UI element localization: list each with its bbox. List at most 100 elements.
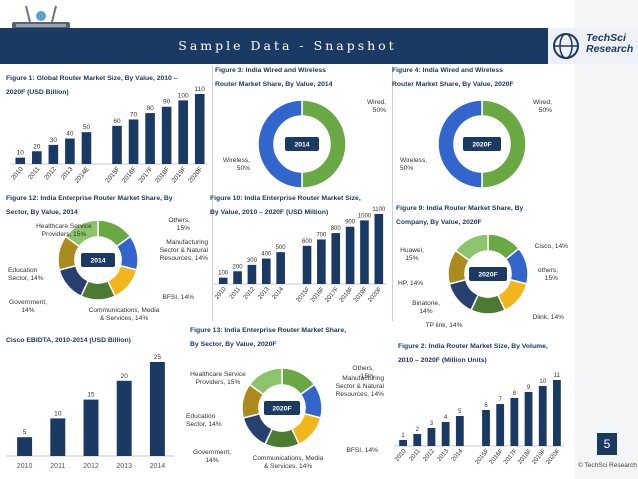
fig10-tick-label: 2014 (271, 285, 286, 300)
fig2-tick-label: 2019F (531, 448, 548, 466)
fig2-tick-label: 2011 (408, 447, 422, 462)
copyright-text: © TechSci Research (578, 462, 637, 469)
fig12-slice-label: Government, (9, 299, 47, 306)
fig1-bar (128, 119, 139, 164)
fig4-slice (437, 99, 483, 189)
cisco-bar (50, 418, 66, 456)
fig1-data-label: 60 (113, 118, 121, 125)
fig12-title-line2: Sector, By Value, 2014 (6, 209, 78, 216)
fig10-data-label: 200 (233, 264, 244, 270)
fig2-bar (510, 398, 519, 446)
fig12-slice-label: Others, (168, 217, 190, 224)
fig1-tick-label: 2020F (187, 166, 204, 185)
cisco-bar (116, 380, 132, 456)
fig10-data-label: 400 (261, 252, 272, 258)
fig13-slice-label: 15% (361, 373, 374, 380)
brand-name-line2: Research (586, 43, 634, 55)
fig10-bar (360, 220, 369, 284)
fig4-center-label: 2020F (472, 142, 491, 149)
fig13-slice-label: 14% (205, 457, 218, 464)
fig2-tick-label: 2018F (516, 448, 533, 466)
fig10-bar (331, 233, 341, 284)
fig2-data-label: 11 (554, 373, 561, 379)
cisco-bar (83, 399, 99, 456)
fig10-tick-label: 2010 (214, 285, 229, 300)
fig3-chart: Wired,50%Wireless,50%2014 (223, 99, 386, 189)
fig1-chart: 10 2010 20 2011 30 2012 40 2013 50 2014E 60 2015F 70… (10, 86, 208, 185)
fig1-bar (32, 151, 42, 164)
fig2-bar (399, 440, 407, 446)
fig12-slice-label: & Services, 14% (100, 315, 149, 322)
fig4-slice-label: 50% (400, 165, 413, 172)
fig13-center-label: 2020F (272, 406, 291, 413)
fig9-slice (448, 278, 480, 312)
fig1-bar (161, 106, 172, 164)
fig10-data-label: 1100 (372, 207, 386, 213)
fig2-bar (538, 386, 547, 446)
fig13-slice-label: Sector & Natural (336, 383, 385, 390)
fig4-title: Figure 4: India Wired and Wireless Route… (392, 64, 514, 92)
brand-name-line1: TechSci (586, 32, 626, 44)
fig1-data-label: 20 (33, 143, 41, 150)
fig13-title-line1: Figure 13: India Enterprise Router Marke… (190, 327, 346, 334)
fig12-slice (64, 219, 99, 248)
fig2-tick-label: 2013 (436, 447, 451, 462)
fig2-bar (482, 410, 490, 446)
fig1-tick-label: 2012 (43, 165, 58, 181)
fig9-slice-label: 15% (405, 255, 418, 262)
fig10-tick-label: 2020F (367, 286, 384, 304)
fig1-data-label: 10 (17, 150, 25, 157)
fig13-slice-label: BFSI, 14% (346, 447, 378, 454)
cisco-tick-label: 2012 (83, 463, 99, 470)
fig10-chart: 100 2010 200 2011 300 2012 400 2013 500 2014 600 20… (214, 207, 386, 304)
fig10-data-label: 300 (247, 258, 258, 264)
cisco-data-label: 5 (23, 429, 27, 436)
fig12-slice-label: Healthcare Service (36, 223, 92, 230)
fig1-tick-label: 2014E (74, 165, 92, 184)
fig4-slice (481, 99, 527, 189)
fig2-bar (441, 422, 450, 446)
fig9-slice-label: 15% (545, 275, 558, 282)
fig13-slice-label: Government, (193, 449, 231, 456)
fig13-title: Figure 13: India Enterprise Router Marke… (190, 324, 346, 352)
fig13-slice-label: Sector, 14% (186, 421, 222, 428)
fig2-data-label: 2 (416, 427, 420, 433)
fig13-slice-label: Resources, 14% (336, 391, 385, 398)
fig10-data-label: 500 (276, 245, 287, 251)
fig3-slice (301, 99, 347, 189)
fig2-data-label: 9 (527, 385, 531, 391)
fig13-center-box (264, 401, 300, 415)
fig3-center-label: 2014 (294, 142, 309, 149)
fig10-data-label: 700 (316, 232, 327, 238)
fig2-data-label: 3 (430, 421, 434, 427)
fig4-chart: Wired,50%Wireless,50%2020F (400, 99, 552, 189)
fig9-center-label: 2020F (478, 272, 497, 279)
fig12-slice-label: Manufacturing (166, 239, 208, 246)
fig10-bar (233, 271, 242, 284)
fig10-data-label: 800 (331, 226, 342, 232)
fig10-bar (261, 258, 271, 284)
fig3-slice-label: 50% (237, 165, 250, 172)
fig1-bar (178, 100, 188, 164)
fig2-data-label: 6 (484, 403, 488, 409)
fig10-tick-label: 2011 (228, 285, 242, 300)
fig9-center-box (469, 267, 507, 281)
fig9-slice-label: Dlink, 14% (532, 314, 564, 321)
fig10-tick-label: 2018F (338, 286, 355, 304)
fig9-slice-label: 14% (419, 308, 432, 315)
fig10-tick-label: 2019F (352, 286, 369, 304)
fig12-slice-label: Education (8, 267, 38, 274)
cisco-data-label: 10 (54, 410, 62, 417)
fig1-data-label: 80 (146, 105, 154, 112)
fig9-title: Figure 9: India Router Market Share, By … (396, 202, 523, 230)
fig13-slice-label: Providers, 15% (196, 379, 241, 386)
fig13-slice-label: Communications, Media (253, 455, 324, 462)
fig10-data-label: 900 (345, 220, 356, 226)
fig12-slice (58, 264, 90, 298)
fig4-slice-label: 50% (539, 107, 552, 114)
fig12-title: Figure 12: India Enterprise Router Marke… (6, 192, 173, 220)
fig10-data-label: 600 (302, 239, 313, 245)
fig1-data-label: 40 (66, 131, 74, 138)
